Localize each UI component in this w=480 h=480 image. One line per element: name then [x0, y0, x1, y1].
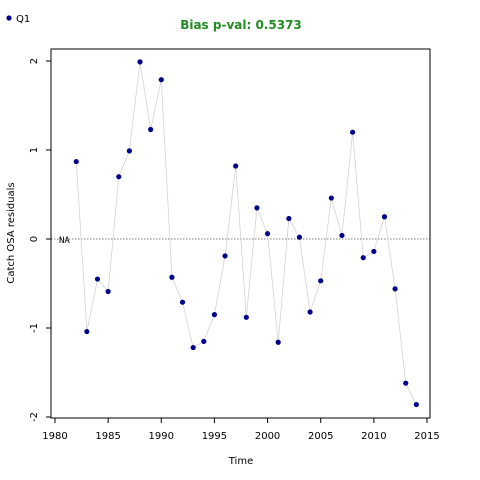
data-point-1998 [243, 314, 249, 320]
y-tick-label--1: -1 [29, 323, 40, 333]
data-point-2010 [371, 248, 377, 255]
data-point-2000 [264, 231, 271, 237]
data-point-1994 [201, 338, 207, 344]
data-point-1991 [169, 274, 175, 280]
data-point-2012 [392, 286, 398, 292]
plot-frame [50, 48, 431, 419]
data-point-1996 [222, 253, 228, 259]
y-axis: -2 -1 0 1 2 [29, 58, 51, 422]
y-tick-label--2: -2 [29, 412, 40, 422]
data-point-2013 [403, 380, 409, 386]
na-label: NA [59, 236, 70, 246]
chart-title: Bias p-val: 0.5373 [180, 18, 302, 32]
data-point-1995 [211, 312, 218, 318]
data-point-1992 [179, 299, 186, 305]
data-point-2002 [286, 215, 292, 222]
data-point-1989 [148, 126, 154, 133]
x-tick-label-2015: 2015 [414, 431, 439, 442]
data-point-1984 [94, 276, 101, 282]
x-tick-label-1985: 1985 [95, 431, 120, 442]
data-point-2009 [360, 255, 366, 261]
data-point-1988 [137, 59, 143, 65]
data-point-1993 [190, 344, 196, 351]
series-line-q1 [75, 61, 417, 405]
series-path-q1 [75, 61, 417, 405]
data-point-1982 [73, 158, 79, 165]
data-point-2005 [318, 278, 324, 284]
data-point-2001 [275, 339, 281, 345]
data-point-1983 [84, 328, 90, 335]
x-tick-label-2000: 2000 [255, 431, 280, 442]
data-point-2004 [307, 309, 313, 315]
data-point-1985 [105, 288, 111, 295]
y-tick-label-2: 2 [29, 58, 40, 64]
x-tick-label-2010: 2010 [361, 431, 386, 442]
x-tick-label-1990: 1990 [149, 431, 174, 442]
data-point-2008 [350, 129, 356, 135]
y-tick-label-1: 1 [29, 147, 40, 153]
x-tick-label-1980: 1980 [42, 431, 67, 442]
y-tick-label-0: 0 [29, 236, 40, 242]
data-point-2014 [413, 401, 419, 408]
data-point-1987 [126, 148, 132, 154]
legend: Q1 [6, 14, 30, 25]
x-axis: 1980 1985 1990 1995 2000 2005 2010 2015 [42, 418, 440, 442]
legend-marker-q1 [6, 15, 12, 21]
x-tick-label-2005: 2005 [308, 431, 333, 442]
y-axis-title: Catch OSA residuals [6, 182, 17, 283]
data-point-2006 [328, 195, 334, 201]
legend-label-q1: Q1 [16, 14, 30, 25]
data-point-1986 [116, 174, 122, 180]
x-axis-title: Time [228, 456, 253, 467]
data-point-1997 [233, 163, 239, 169]
data-point-1999 [254, 205, 260, 211]
data-point-2007 [339, 232, 345, 239]
x-tick-label-1995: 1995 [202, 431, 227, 442]
data-point-1990 [158, 77, 164, 83]
data-point-2003 [296, 234, 303, 240]
series-points-q1 [73, 59, 419, 408]
data-point-2011 [381, 214, 388, 220]
